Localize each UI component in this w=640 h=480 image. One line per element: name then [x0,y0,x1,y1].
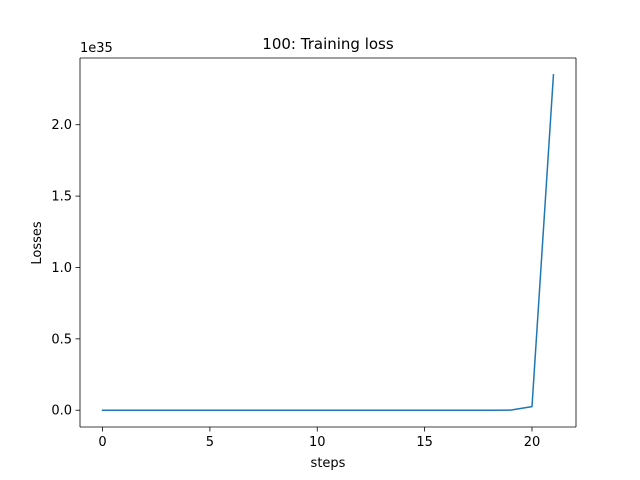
y-axis-offset-text: 1e35 [80,41,113,56]
y-tick-label: 0.5 [51,332,72,347]
y-tick-label: 2.0 [51,118,72,133]
plot-area: 0 5 10 15 20 0.0 0.5 1.0 1.5 2.0 [51,57,577,450]
x-tick-label: 15 [416,435,433,450]
x-tick-label: 0 [98,435,106,450]
y-tick-label: 1.0 [51,261,72,276]
x-axis-label: steps [311,456,346,471]
x-tick-label: 10 [309,435,326,450]
x-tick-label: 5 [206,435,214,450]
y-tick-label: 1.5 [51,190,72,205]
series-line-0 [101,73,555,411]
x-tick-label: 20 [524,435,541,450]
y-axis-label: Losses [30,221,45,265]
y-tick-label: 0.0 [51,404,72,419]
chart-title: 100: Training loss [262,35,394,53]
